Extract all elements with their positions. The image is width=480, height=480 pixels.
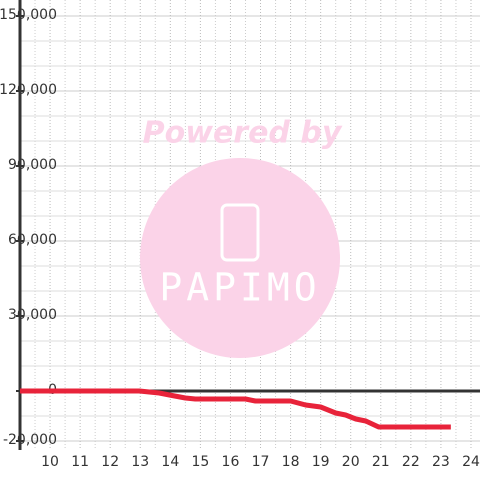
y-tick-label: 150,000 [0,7,57,23]
y-tick-label: -20,000 [3,432,57,448]
x-tick-label: 15 [191,454,209,470]
x-tick-label: 23 [432,454,450,470]
x-tick-label: 13 [131,454,149,470]
y-tick-label: 90,000 [8,157,57,173]
x-tick-label: 18 [282,454,300,470]
x-tick-label: 21 [372,454,390,470]
x-tick-label: 24 [462,454,480,470]
watermark-text: Powered by [143,116,343,151]
x-tick-label: 14 [161,454,179,470]
watermark-circle [140,158,340,358]
watermark-phone [220,203,260,262]
y-tick-label: 30,000 [8,307,57,323]
watermark-logo: PAPIMO [159,266,320,310]
x-tick-label: 20 [342,454,360,470]
x-tick-label: 19 [312,454,330,470]
x-tick-label: 22 [402,454,420,470]
watermark: Powered by PAPIMO [140,116,343,358]
x-tick-label: 17 [252,454,270,470]
y-tick-label: 60,000 [8,232,57,248]
data-line [20,388,451,430]
x-tick-label: 12 [101,454,119,470]
x-tick-label: 16 [222,454,240,470]
y-tick-label: 120,000 [0,82,57,98]
x-tick-label: 11 [71,454,89,470]
x-tick-label: 10 [41,454,59,470]
